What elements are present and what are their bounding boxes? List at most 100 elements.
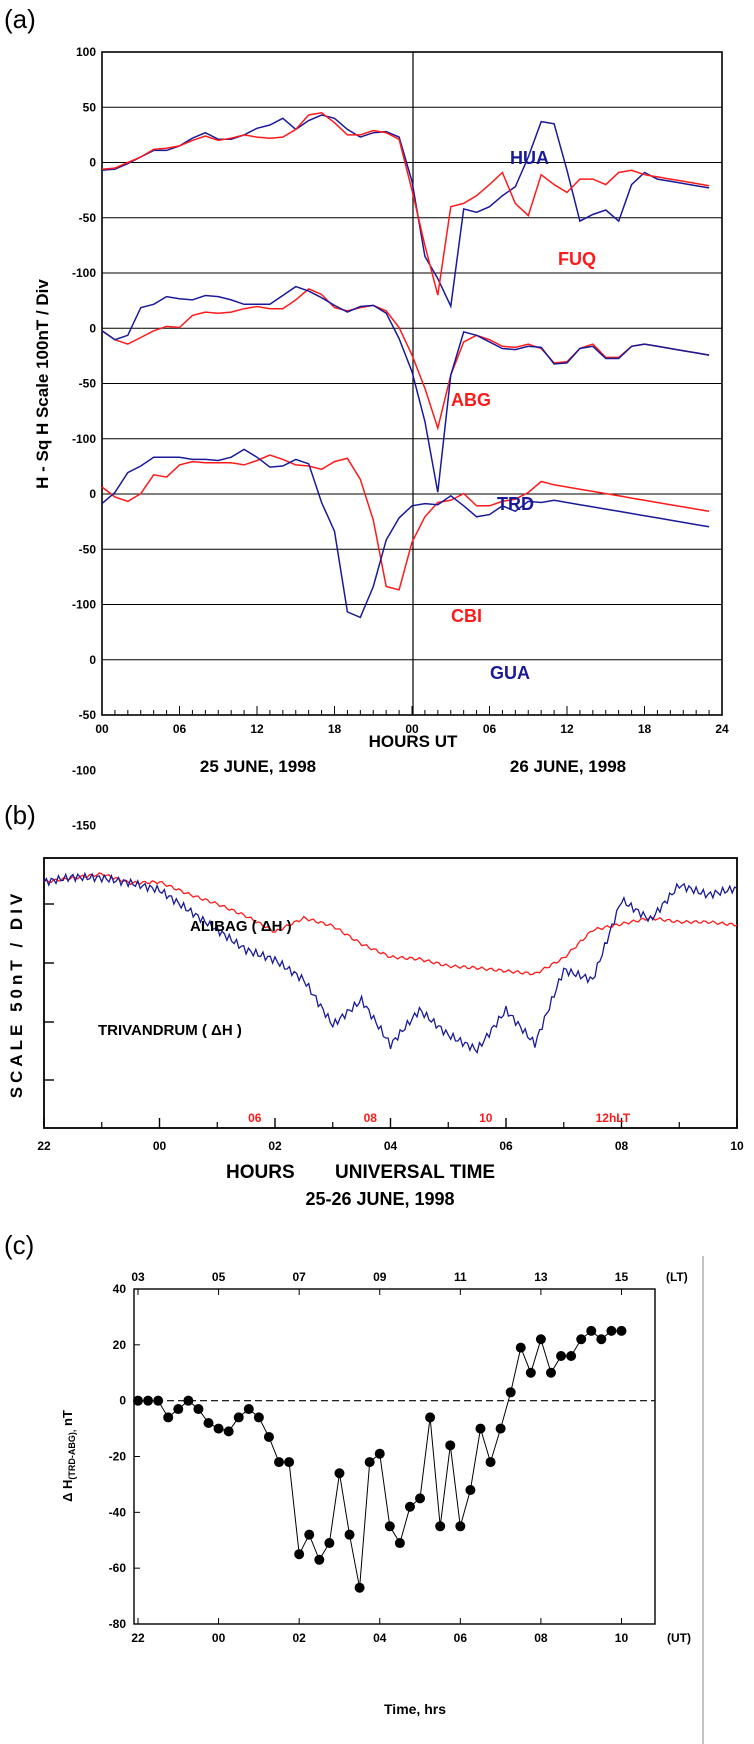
x-tick-label: 12	[560, 722, 574, 736]
data-point	[193, 1404, 204, 1415]
y-tick-label: -100	[72, 598, 96, 612]
panel-a: (a) 100 50 0 -50 -100 0 -50 -100 0 -50 -100 0 -50 -10…	[4, 4, 729, 833]
x-tick-label-lt: 03	[131, 1270, 145, 1284]
x-tick-label: 00	[405, 722, 419, 736]
x-tick-label-ut: 00	[212, 1631, 226, 1645]
y-tick-label: -100	[72, 432, 96, 446]
y-tick-label: -50	[79, 708, 97, 722]
data-point	[606, 1325, 617, 1336]
data-point	[445, 1440, 456, 1451]
data-point	[284, 1457, 295, 1468]
x-unit-lt: (LT)	[666, 1270, 688, 1284]
series-line-cbi	[101, 454, 710, 591]
y-tick-label: 20	[113, 1338, 127, 1352]
x-tick-label-lt: 07	[292, 1270, 306, 1284]
y-tick-label: -20	[109, 1450, 127, 1464]
data-point	[435, 1521, 446, 1532]
x-tick-label: 08	[615, 1139, 629, 1153]
series-label-gua: GUA	[490, 663, 530, 683]
y-tick-label: -80	[109, 1617, 127, 1631]
data-point	[535, 1334, 546, 1345]
series-label-hua: HUA	[510, 148, 549, 168]
panel-a-ylabel: H - Sq H Scale 100nT / Div	[33, 279, 52, 489]
series-line-trd	[101, 285, 710, 493]
y-tick-label: -50	[79, 211, 97, 225]
data-point	[143, 1395, 154, 1406]
y-tick-label: 0	[89, 653, 96, 667]
x-tick-label: 06	[483, 722, 497, 736]
data-point	[505, 1387, 516, 1398]
x-tick-label: 00	[153, 1139, 167, 1153]
data-point	[233, 1412, 244, 1423]
x-tick-label-ut: 02	[292, 1631, 306, 1645]
data-point	[545, 1367, 556, 1378]
y-tick-label: 50	[83, 100, 97, 114]
series-label-fuq: FUQ	[558, 249, 596, 269]
panel-c-label: (c)	[4, 1230, 34, 1260]
data-point	[274, 1457, 285, 1468]
data-point	[616, 1325, 627, 1336]
data-point	[354, 1582, 365, 1593]
data-point	[586, 1325, 597, 1336]
data-point	[364, 1457, 375, 1468]
data-point	[485, 1457, 496, 1468]
y-tick-label: 0	[89, 321, 96, 335]
data-point	[384, 1521, 395, 1532]
data-point	[394, 1538, 405, 1549]
x-tick-label: 24	[715, 722, 729, 736]
x-tick-label: 12	[250, 722, 264, 736]
x-tick-label-lt: 05	[212, 1270, 226, 1284]
x-tick-label: 04	[384, 1139, 398, 1153]
x-tick-label: 18	[328, 722, 342, 736]
panel-b-date: 25-26 JUNE, 1998	[305, 1189, 454, 1209]
y-tick-label: 0	[89, 487, 96, 501]
y-tick-label: -100	[72, 763, 96, 777]
panel-b-xlabel-hours: HOURS	[226, 1162, 295, 1183]
data-point	[183, 1395, 194, 1406]
lt-tick-label: 08	[364, 1111, 378, 1125]
x-tick-label: 06	[173, 722, 187, 736]
annotation-trivandrum: TRIVANDRUM ( ΔH )	[98, 1022, 242, 1039]
data-point	[374, 1448, 385, 1459]
panel-b-ylabel: SCALE 50nT / DIV	[7, 890, 26, 1099]
x-tick-label-ut: 22	[131, 1631, 145, 1645]
data-point	[515, 1342, 526, 1353]
series-line-gua	[101, 448, 710, 619]
data-point	[596, 1334, 607, 1345]
x-tick-label: 00	[95, 722, 109, 736]
lt-tick-label: 12hLT	[596, 1111, 631, 1125]
y-tick-label: -50	[79, 542, 97, 556]
x-unit-ut: (UT)	[667, 1631, 691, 1645]
data-point	[475, 1423, 486, 1434]
series-line-alibag	[43, 872, 738, 976]
x-tick-label-lt: 09	[373, 1270, 387, 1284]
series-label-trd: TRD	[497, 494, 534, 514]
data-point	[314, 1554, 325, 1565]
data-point	[566, 1351, 577, 1361]
panel-b-frame	[43, 857, 738, 1129]
data-point	[324, 1538, 335, 1549]
data-point	[203, 1418, 214, 1428]
x-tick-label-ut: 06	[454, 1631, 468, 1645]
x-tick-label-lt: 11	[454, 1270, 467, 1284]
x-tick-label: 22	[37, 1139, 51, 1153]
x-tick-label: 06	[499, 1139, 513, 1153]
series-label-abg: ABG	[451, 390, 491, 410]
y-tick-label: -40	[109, 1505, 127, 1519]
y-tick-label: -150	[72, 819, 96, 833]
data-point	[525, 1367, 536, 1378]
x-tick-label-ut: 10	[615, 1631, 629, 1645]
lt-tick-label: 06	[248, 1111, 262, 1125]
data-point	[465, 1485, 476, 1495]
y-tick-label: -50	[79, 377, 97, 391]
x-tick-label: 02	[268, 1139, 282, 1153]
data-point	[425, 1412, 436, 1423]
data-point	[404, 1501, 415, 1512]
data-point	[334, 1468, 345, 1479]
data-point	[243, 1404, 254, 1415]
data-point	[133, 1395, 143, 1406]
y-tick-label: 0	[89, 156, 96, 170]
x-tick-label: 18	[638, 722, 652, 736]
data-point	[253, 1412, 264, 1423]
